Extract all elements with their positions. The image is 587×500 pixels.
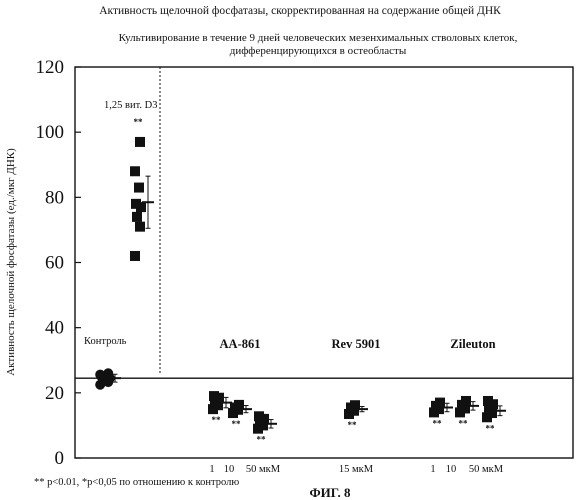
group-label-vitd3: 1,25 вит. D3 [104,100,157,111]
dose-label-zileuton-1: 1 [430,464,435,475]
footnote: ** p<0.01, *p<0,05 по отношению к контро… [34,477,239,488]
data-point-vitd3-0 [135,137,145,147]
data-point-zileuton-2 [483,396,493,406]
y-tick-label-80: 80 [45,187,64,208]
y-tick-label-20: 20 [45,383,64,404]
reference-line-label: Контроль [84,336,127,347]
data-point-vitd3-0 [131,199,141,209]
y-tick-label-60: 60 [45,253,64,274]
data-point-vitd3-0 [130,166,140,176]
plot-frame [75,67,573,458]
data-point-zileuton-1 [461,396,471,406]
group-label-rev5901: Rev 5901 [332,337,381,351]
data-point-vitd3-0 [130,251,140,261]
y-tick-label-0: 0 [55,448,65,469]
significance-vitd3-0: ** [134,117,144,127]
y-axis-ticks: 0 20 40 60 80 100 120 [36,57,82,469]
dose-label-aa861-50: 50 мкМ [246,464,281,475]
group-label-aa861: AA-861 [220,337,261,351]
significance-aa861-2: ** [257,435,267,445]
dose-label-zileuton-50: 50 мкМ [469,464,504,475]
data-point-zileuton-0 [435,398,445,408]
significance-zileuton-2: ** [486,423,496,433]
y-tick-label-40: 40 [45,318,64,339]
group-label-zileuton: Zileuton [450,337,495,351]
significance-aa861-1: ** [232,419,242,429]
y-axis-label: Активность щелочной фосфатазы (ед./мкг Д… [5,148,17,376]
data-point-vitd3-0 [135,222,145,232]
chart-subtitle-line-1: Культивирование в течение 9 дней человеч… [119,32,518,44]
chart-subtitle-line-2: дифференцирующихся в остеобласты [230,45,407,57]
dose-label-zileuton-10: 10 [446,464,457,475]
y-tick-label-120: 120 [36,57,65,78]
dose-label-rev5901-15: 15 мкМ [339,464,374,475]
figure-caption: ФИГ. 8 [309,485,351,500]
data-point-aa861-2 [254,411,264,421]
significance-aa861-0: ** [212,415,222,425]
chart-title: Активность щелочной фосфатазы, скорректи… [99,5,501,17]
y-tick-label-100: 100 [36,122,65,143]
dose-label-aa861-1: 1 [209,464,214,475]
significance-zileuton-0: ** [433,418,443,428]
dose-label-aa861-10: 10 [224,464,235,475]
data-marks: ** ** ** ** ** ** ** ** [95,117,506,445]
data-point-control [103,368,113,378]
significance-rev5901-0: ** [348,420,358,430]
data-point-vitd3-0 [132,212,142,222]
data-point-vitd3-0 [134,183,144,193]
significance-zileuton-1: ** [459,418,469,428]
data-point-aa861-0 [209,391,219,401]
